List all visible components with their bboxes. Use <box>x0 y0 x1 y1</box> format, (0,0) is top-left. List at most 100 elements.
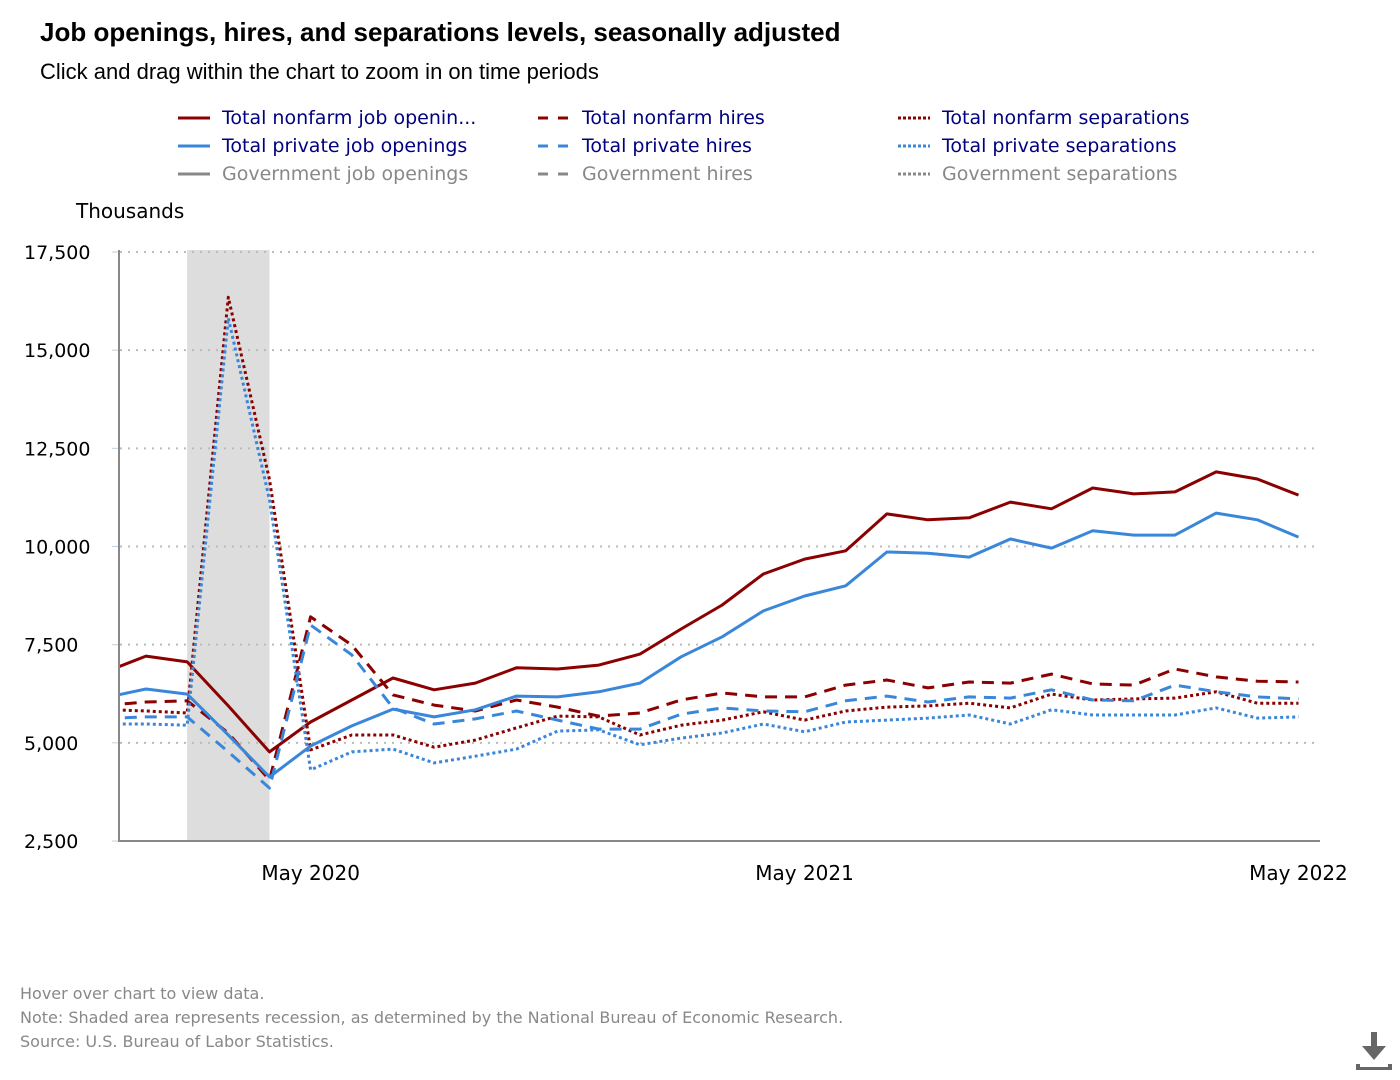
series-line-total-private-hires[interactable] <box>105 623 1299 790</box>
data-point[interactable] <box>922 696 934 708</box>
data-point[interactable] <box>963 512 975 524</box>
data-point[interactable] <box>1210 507 1222 519</box>
line-chart[interactable]: 2,500 5,000 7,500 10,000 12,500 15,000 17,500 M… <box>0 0 1400 960</box>
legend-item[interactable]: Total nonfarm separations <box>898 107 1190 129</box>
data-point[interactable] <box>469 734 481 746</box>
data-point[interactable] <box>387 689 399 701</box>
data-point[interactable] <box>1251 712 1263 724</box>
data-point[interactable] <box>716 599 728 611</box>
data-point[interactable] <box>99 703 111 715</box>
data-point[interactable] <box>799 553 811 565</box>
data-point[interactable] <box>222 746 234 758</box>
data-point[interactable] <box>716 687 728 699</box>
data-point[interactable] <box>963 691 975 703</box>
data-point[interactable] <box>1169 679 1181 691</box>
data-point[interactable] <box>428 741 440 753</box>
series-line-total-private-job-openings[interactable] <box>105 511 1300 779</box>
data-point[interactable] <box>799 590 811 602</box>
data-point[interactable] <box>716 702 728 714</box>
legend-item[interactable]: Government job openings <box>178 163 468 185</box>
data-point[interactable] <box>922 682 934 694</box>
data-point[interactable] <box>634 648 646 660</box>
data-point[interactable] <box>1004 677 1016 689</box>
data-point[interactable] <box>387 729 399 741</box>
data-point[interactable] <box>510 662 522 674</box>
data-point[interactable] <box>99 666 111 678</box>
data-point[interactable] <box>387 702 399 714</box>
data-point[interactable] <box>428 757 440 769</box>
legend-item[interactable]: Total nonfarm job openin... <box>178 107 476 129</box>
data-point[interactable] <box>1292 676 1304 688</box>
data-point[interactable] <box>1087 482 1099 494</box>
data-point[interactable] <box>922 712 934 724</box>
data-point[interactable] <box>510 690 522 702</box>
data-point[interactable] <box>963 709 975 721</box>
data-point[interactable] <box>593 659 605 671</box>
data-point[interactable] <box>428 718 440 730</box>
data-point[interactable] <box>1169 529 1181 541</box>
data-point[interactable] <box>469 713 481 725</box>
data-point[interactable] <box>716 714 728 726</box>
data-point[interactable] <box>1251 691 1263 703</box>
data-point[interactable] <box>346 720 358 732</box>
data-point[interactable] <box>346 746 358 758</box>
data-point[interactable] <box>1292 693 1304 705</box>
data-point[interactable] <box>922 547 934 559</box>
data-point[interactable] <box>346 694 358 706</box>
data-point[interactable] <box>263 746 275 758</box>
data-point[interactable] <box>140 718 152 730</box>
data-point[interactable] <box>552 725 564 737</box>
data-point[interactable] <box>1251 675 1263 687</box>
data-point[interactable] <box>1046 503 1058 515</box>
data-point[interactable] <box>1169 486 1181 498</box>
data-point[interactable] <box>922 514 934 526</box>
data-point[interactable] <box>1292 489 1304 501</box>
data-point[interactable] <box>552 714 564 726</box>
data-point[interactable] <box>799 691 811 703</box>
data-point[interactable] <box>1004 692 1016 704</box>
data-point[interactable] <box>963 551 975 563</box>
data-point[interactable] <box>222 291 234 303</box>
data-point[interactable] <box>675 623 687 635</box>
data-point[interactable] <box>387 672 399 684</box>
data-point[interactable] <box>1128 529 1140 541</box>
data-point[interactable] <box>634 677 646 689</box>
data-point[interactable] <box>1169 692 1181 704</box>
data-point[interactable] <box>1292 711 1304 723</box>
data-point[interactable] <box>675 651 687 663</box>
data-point[interactable] <box>963 676 975 688</box>
data-point[interactable] <box>716 727 728 739</box>
data-point[interactable] <box>881 674 893 686</box>
data-point[interactable] <box>1046 542 1058 554</box>
data-point[interactable] <box>1004 533 1016 545</box>
data-point[interactable] <box>552 691 564 703</box>
legend-item[interactable]: Total private separations <box>898 135 1177 157</box>
data-point[interactable] <box>305 619 317 631</box>
data-point[interactable] <box>1169 709 1181 721</box>
data-point[interactable] <box>1210 671 1222 683</box>
series-line-total-private-separations[interactable] <box>105 316 1299 772</box>
data-point[interactable] <box>510 743 522 755</box>
data-point[interactable] <box>593 724 605 736</box>
legend-item[interactable]: Total nonfarm hires <box>538 107 765 129</box>
data-point[interactable] <box>799 706 811 718</box>
data-point[interactable] <box>1087 525 1099 537</box>
series-line-total-nonfarm-job-openin[interactable] <box>105 470 1300 754</box>
series-line-total-nonfarm-separations[interactable] <box>105 295 1299 752</box>
data-point[interactable] <box>716 631 728 643</box>
data-point[interactable] <box>757 705 769 717</box>
data-point[interactable] <box>510 722 522 734</box>
data-point[interactable] <box>1046 704 1058 716</box>
data-point[interactable] <box>510 705 522 717</box>
download-button[interactable] <box>1352 1030 1394 1072</box>
legend-item[interactable]: Total private job openings <box>178 135 467 157</box>
data-point[interactable] <box>840 705 852 717</box>
data-point[interactable] <box>881 508 893 520</box>
data-point[interactable] <box>222 312 234 324</box>
data-point[interactable] <box>881 701 893 713</box>
data-point[interactable] <box>675 708 687 720</box>
data-point[interactable] <box>757 718 769 730</box>
data-point[interactable] <box>1251 473 1263 485</box>
data-point[interactable] <box>1087 678 1099 690</box>
data-point[interactable] <box>263 782 275 794</box>
